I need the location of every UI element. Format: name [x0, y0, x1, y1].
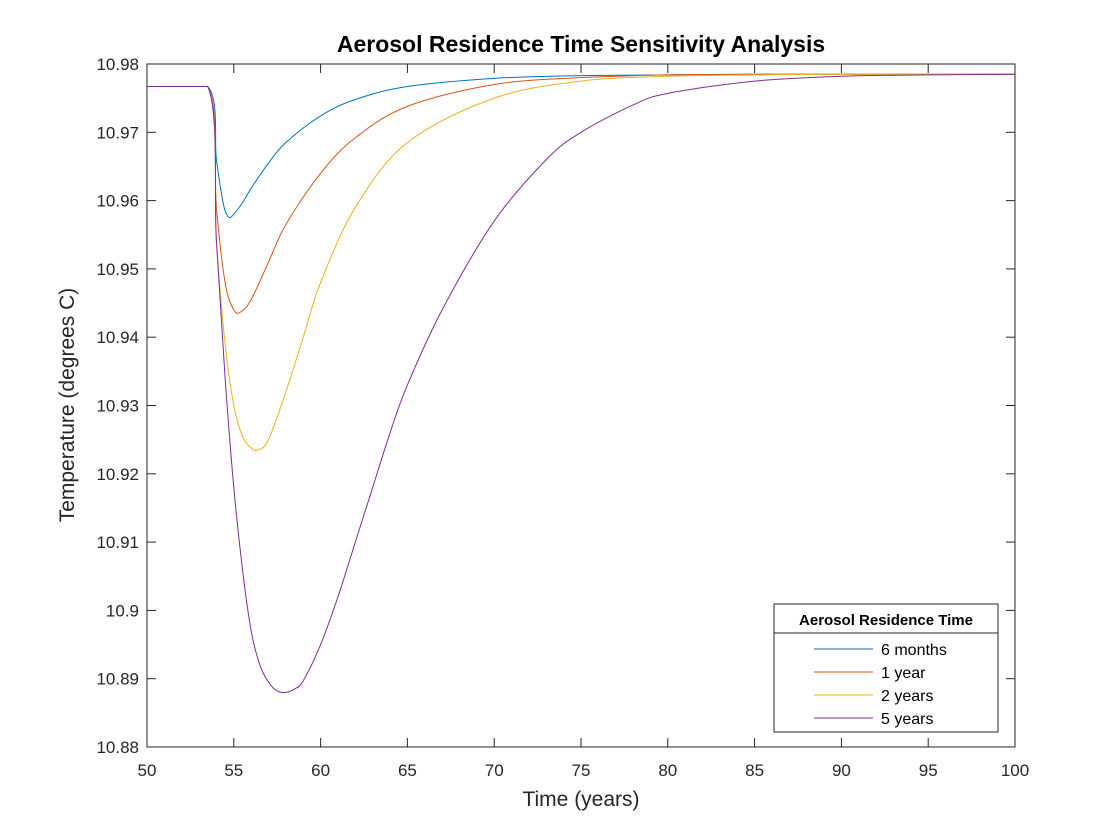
y-axis-ticks: 10.88 10.89 10.9 10.91 10.92 10.93 10.94 10.95 1… — [96, 55, 1015, 757]
x-axis-ticks: 50 55 60 65 70 75 80 85 90 95 100 — [138, 64, 1029, 780]
x-axis-label: Time (years) — [522, 788, 639, 811]
series-line-3 — [147, 73, 1015, 451]
x-tick-label: 65 — [398, 761, 417, 780]
x-tick-label: 50 — [138, 761, 157, 780]
series-line-4 — [147, 73, 1016, 694]
y-tick-label: 10.89 — [96, 670, 139, 689]
y-tick-label: 10.88 — [96, 738, 139, 757]
y-tick-label: 10.91 — [96, 533, 139, 552]
legend: Aerosol Residence Time 6 months 1 year 2 y… — [773, 603, 999, 733]
legend-label-4: 5 years — [881, 711, 933, 728]
y-tick-label: 10.9 — [106, 601, 139, 620]
legend-label-1: 6 months — [881, 642, 947, 659]
y-tick-label: 10.95 — [96, 260, 139, 279]
chart-title: Aerosol Residence Time Sensitivity Analy… — [337, 31, 825, 57]
legend-box — [773, 603, 999, 733]
x-tick-label: 95 — [919, 761, 938, 780]
x-tick-label: 100 — [1001, 761, 1029, 780]
x-tick-label: 90 — [832, 761, 851, 780]
series-line-2 — [147, 73, 1015, 314]
x-tick-label: 80 — [658, 761, 677, 780]
x-tick-label: 70 — [485, 761, 504, 780]
x-tick-label: 55 — [224, 761, 243, 780]
x-tick-label: 75 — [572, 761, 591, 780]
legend-items: 6 months 1 year 2 years 5 years — [814, 642, 947, 728]
x-tick-label: 60 — [311, 761, 330, 780]
y-tick-label: 10.96 — [96, 192, 139, 211]
x-tick-label: 85 — [745, 761, 764, 780]
legend-label-2: 1 year — [881, 665, 926, 682]
y-tick-label: 10.92 — [96, 465, 139, 484]
plot-series-group — [147, 73, 1016, 694]
y-tick-label: 10.94 — [96, 328, 139, 347]
legend-title: Aerosol Residence Time — [799, 612, 973, 629]
y-tick-label: 10.98 — [96, 55, 139, 74]
legend-label-3: 2 years — [881, 688, 933, 705]
y-axis-label: Temperature (degrees C) — [56, 288, 79, 523]
y-tick-label: 10.97 — [96, 123, 139, 142]
y-tick-label: 10.93 — [96, 397, 139, 416]
